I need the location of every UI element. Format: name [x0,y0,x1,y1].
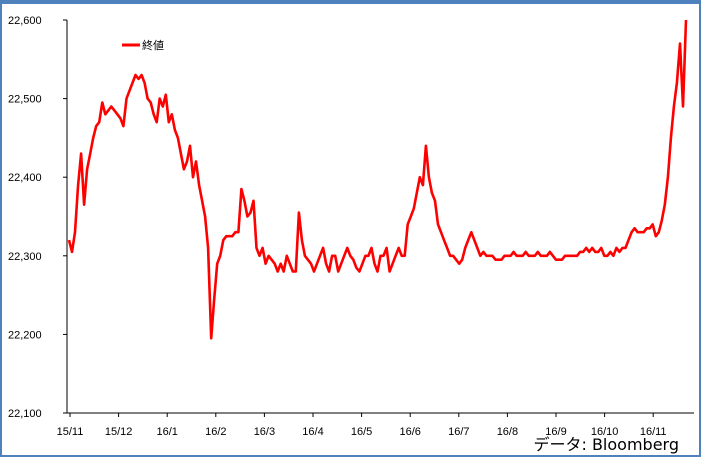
x-tick-label: 16/10 [591,426,619,438]
x-tick-label: 16/4 [302,426,323,438]
series-layer [67,19,688,340]
x-tick-label: 16/11 [640,426,667,438]
y-tick-label: 22,600 [8,15,42,27]
y-tick-label: 22,200 [8,329,42,341]
x-tick-label: 16/9 [545,426,566,438]
x-tick-label: 16/2 [205,426,226,438]
x-tick-label: 16/5 [351,426,372,438]
y-tick-label: 22,400 [8,172,42,184]
x-tick-label: 16/8 [497,426,518,438]
y-tick-label: 22,500 [8,94,42,106]
x-tick-label: 15/12 [105,426,133,438]
source-note: データ: Bloomberg [533,435,679,454]
chart-top-band [0,0,701,4]
legend: 終値 [122,38,164,52]
x-tick-label: 16/7 [448,426,469,438]
series-line [67,19,688,340]
x-tick-label: 15/11 [57,426,84,438]
y-axis: 22,100 22,200 22,300 22,400 22,500 22,600 [8,15,68,420]
legend-label: 終値 [142,38,164,52]
x-tick-label: 16/1 [156,426,177,438]
x-tick-label: 16/3 [254,426,275,438]
y-tick-label: 22,300 [8,251,42,263]
y-tick-label: 22,100 [8,408,42,420]
x-tick-label: 16/6 [399,426,420,438]
x-axis: 15/11 15/12 16/1 16/2 16/3 16/4 16/5 16/6 16/7 16… [57,412,694,438]
